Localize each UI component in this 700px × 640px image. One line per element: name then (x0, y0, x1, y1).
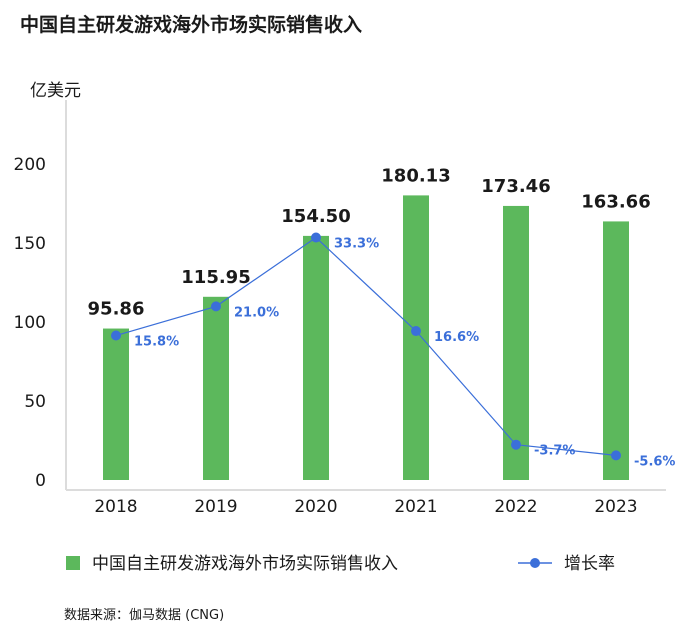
x-tick-label: 2020 (294, 497, 337, 517)
legend-bar-label: 中国自主研发游戏海外市场实际销售收入 (92, 554, 398, 574)
bar-2021 (403, 195, 429, 481)
bar-value-label: 115.95 (181, 267, 250, 288)
bar-value-label: 180.13 (381, 165, 450, 186)
bar-value-label: 163.66 (581, 191, 650, 212)
chart-title: 中国自主研发游戏海外市场实际销售收入 (20, 14, 363, 36)
y-tick-label: 50 (24, 392, 46, 412)
bar-value-label: 154.50 (281, 206, 350, 227)
growth-rate-point (311, 232, 321, 243)
growth-rate-point (411, 326, 421, 337)
growth-rate-point (511, 439, 521, 450)
y-tick-label: 0 (35, 471, 46, 491)
bar-2020 (303, 235, 329, 480)
data-source: 数据来源：伽马数据 (CNG) (64, 608, 225, 623)
y-tick-label: 100 (14, 313, 46, 333)
y-tick-label: 200 (14, 155, 46, 175)
y-tick-label: 150 (14, 234, 46, 254)
x-tick-label: 2018 (94, 497, 137, 517)
bar-value-label: 173.46 (481, 176, 550, 197)
bar-2019 (203, 296, 229, 480)
growth-rate-label: 15.8% (134, 335, 179, 350)
legend-bar-swatch (66, 556, 80, 570)
growth-rate-point (111, 330, 121, 341)
growth-rate-line (115, 236, 617, 456)
bar-value-label: 95.86 (88, 299, 145, 320)
x-tick-label: 2021 (394, 497, 437, 517)
growth-rate-label: -5.6% (634, 454, 675, 469)
bar-2018 (103, 328, 129, 480)
growth-rate-label: 16.6% (434, 330, 479, 345)
growth-rate-label: -3.7% (534, 444, 575, 459)
legend-line-marker (530, 558, 540, 568)
x-tick-label: 2019 (194, 497, 237, 517)
y-axis-unit: 亿美元 (30, 81, 81, 101)
bar-2022 (503, 205, 529, 480)
growth-rate-label: 21.0% (234, 305, 279, 320)
x-tick-label: 2022 (494, 497, 537, 517)
legend-line-label: 增长率 (564, 554, 615, 574)
growth-rate-label: 33.3% (334, 237, 379, 252)
bar-2023 (603, 221, 629, 480)
growth-rate-point (211, 301, 221, 312)
x-tick-label: 2023 (594, 497, 637, 517)
legend: 中国自主研发游戏海外市场实际销售收入 增长率 (66, 554, 615, 574)
growth-rate-point (611, 450, 621, 461)
